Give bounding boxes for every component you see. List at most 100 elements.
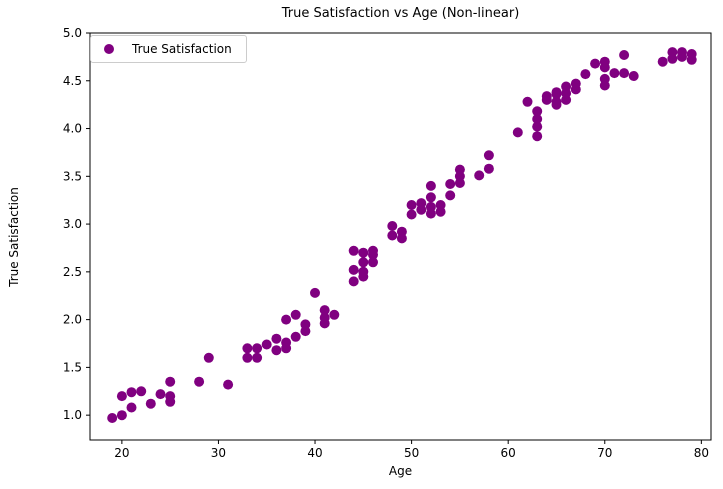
x-tick-label: 20 [114, 446, 129, 460]
data-point [203, 352, 214, 363]
data-point [271, 333, 282, 344]
data-point [406, 200, 417, 210]
data-point [599, 62, 610, 73]
data-point [300, 326, 311, 337]
data-point [116, 410, 127, 421]
data-point [406, 209, 417, 220]
data-point [522, 96, 533, 107]
data-point [348, 264, 359, 275]
data-point [126, 402, 137, 413]
data-point [580, 69, 591, 80]
data-point [619, 50, 630, 60]
data-point [290, 331, 301, 342]
data-point [619, 68, 630, 79]
data-point [628, 71, 639, 81]
data-point [107, 413, 118, 423]
data-point [483, 163, 494, 174]
data-point [252, 343, 263, 354]
data-point [136, 386, 147, 397]
data-point [599, 80, 610, 91]
data-point [358, 257, 369, 268]
data-point [319, 318, 330, 329]
data-point [290, 309, 301, 320]
data-point [474, 170, 485, 181]
x-tick-label: 70 [597, 446, 612, 460]
data-point [242, 343, 253, 354]
data-point [532, 106, 543, 117]
data-point [145, 398, 156, 409]
data-point [541, 94, 552, 105]
data-point [252, 352, 263, 363]
data-point [532, 121, 543, 132]
data-point [165, 396, 176, 407]
legend-marker-icon [104, 44, 114, 54]
data-point [310, 287, 320, 298]
data-point [348, 245, 359, 256]
data-point [425, 208, 436, 219]
data-point [686, 54, 697, 65]
y-tick-label: 1.0 [63, 408, 82, 422]
data-point [261, 339, 272, 350]
data-point [155, 389, 166, 400]
y-tick-label: 4.0 [63, 122, 82, 136]
x-tick-label: 60 [501, 446, 516, 460]
data-point [667, 53, 678, 64]
data-point [532, 131, 543, 142]
data-point [657, 56, 668, 67]
x-tick-label: 30 [211, 446, 226, 460]
data-point [329, 309, 340, 320]
y-tick-label: 3.5 [63, 169, 82, 183]
data-point [223, 379, 234, 390]
data-point [271, 345, 282, 356]
data-point [319, 305, 330, 316]
data-point [445, 190, 456, 201]
y-axis-label: True Satisfaction [7, 187, 21, 287]
data-point [512, 127, 523, 138]
data-point [561, 94, 572, 105]
data-point [126, 387, 137, 398]
data-point [358, 266, 369, 277]
data-point [368, 257, 378, 268]
legend-label: True Satisfaction [132, 42, 232, 56]
data-point [532, 114, 543, 124]
legend: True Satisfaction [90, 35, 247, 63]
x-tick-label: 80 [694, 446, 709, 460]
y-tick-label: 2.0 [63, 313, 82, 327]
data-point [368, 245, 378, 256]
y-tick-label: 3.0 [63, 217, 82, 231]
data-point [551, 89, 562, 100]
y-tick-label: 5.0 [63, 26, 82, 40]
data-point [454, 178, 465, 188]
data-point [551, 99, 562, 110]
data-point [194, 376, 205, 387]
data-point [387, 230, 398, 241]
data-point [609, 68, 620, 79]
data-point [590, 58, 601, 69]
data-point [358, 247, 369, 258]
data-point [435, 206, 446, 217]
chart-title: True Satisfaction vs Age (Non-linear) [281, 6, 520, 21]
data-point [416, 204, 427, 215]
data-point [677, 51, 687, 62]
plot-border [89, 32, 712, 441]
data-point [570, 84, 581, 95]
data-point [281, 343, 292, 354]
data-point [425, 180, 436, 191]
data-point [425, 192, 436, 203]
data-point [165, 376, 176, 387]
data-point [445, 179, 456, 189]
data-point [116, 391, 127, 402]
y-tick-label: 4.5 [63, 74, 82, 88]
y-tick-label: 2.5 [63, 265, 82, 279]
data-point [281, 314, 292, 325]
data-point [348, 276, 359, 287]
x-tick-label: 40 [307, 446, 322, 460]
x-tick-label: 50 [404, 446, 419, 460]
data-point [396, 233, 407, 244]
y-tick-label: 1.5 [63, 360, 82, 374]
data-point [387, 221, 398, 231]
data-point [242, 352, 253, 363]
data-point [483, 150, 494, 161]
